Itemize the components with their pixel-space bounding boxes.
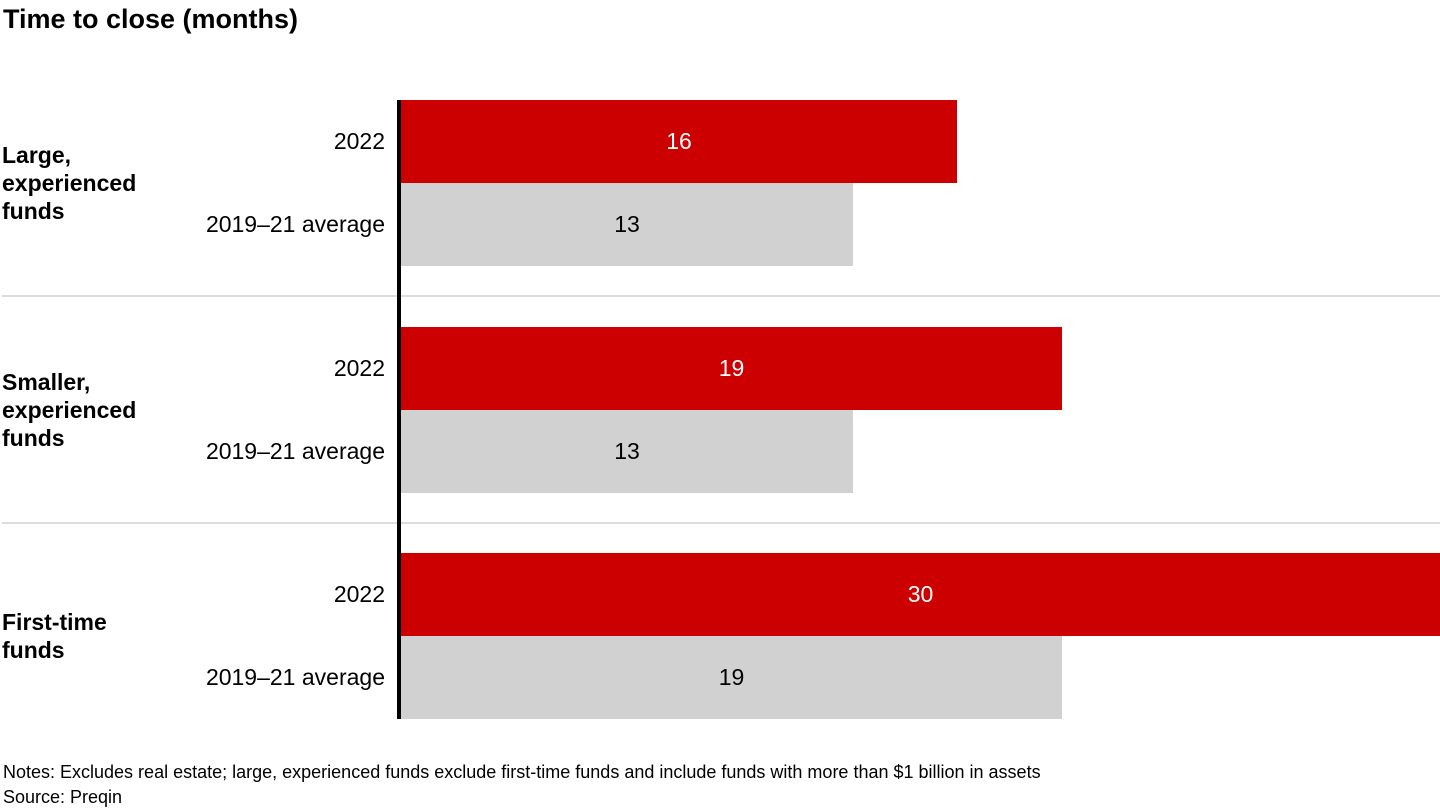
bar-average: 13: [401, 410, 853, 493]
bar-value-label: 30: [907, 581, 934, 607]
source-text: Source: Preqin: [3, 787, 123, 807]
bar-value-label: 19: [718, 664, 745, 690]
footer-notes-block: Notes: Excludes real estate; large, expe…: [3, 760, 1041, 810]
category-label: First-time funds: [2, 609, 107, 663]
bar-value-label: 16: [666, 128, 692, 154]
bar-2022: 16: [401, 100, 957, 183]
chart-title: Time to close (months): [3, 4, 299, 34]
group-divider: [2, 522, 1440, 524]
bar-value-label: 19: [718, 355, 745, 381]
bar-average: 19: [401, 636, 1062, 719]
row-label: 2019–21 average: [205, 438, 385, 464]
row-label: 2022: [333, 581, 385, 607]
notes-text: Notes: Excludes real estate; large, expe…: [3, 762, 1041, 782]
row-label: 2019–21 average: [205, 211, 385, 237]
bar-average: 13: [401, 183, 853, 266]
category-label: Large, experienced funds: [2, 142, 137, 224]
category-label: Smaller, experienced funds: [2, 369, 137, 451]
bar-value-label: 13: [614, 438, 640, 464]
row-label: 2022: [333, 355, 385, 381]
axis-baseline: [397, 100, 401, 719]
bar-2022: 19: [401, 327, 1062, 410]
bar-2022: 30: [401, 553, 1440, 636]
group-divider: [2, 295, 1440, 297]
row-label: 2022: [333, 128, 385, 154]
bar-value-label: 13: [614, 211, 640, 237]
row-label: 2019–21 average: [205, 664, 385, 690]
